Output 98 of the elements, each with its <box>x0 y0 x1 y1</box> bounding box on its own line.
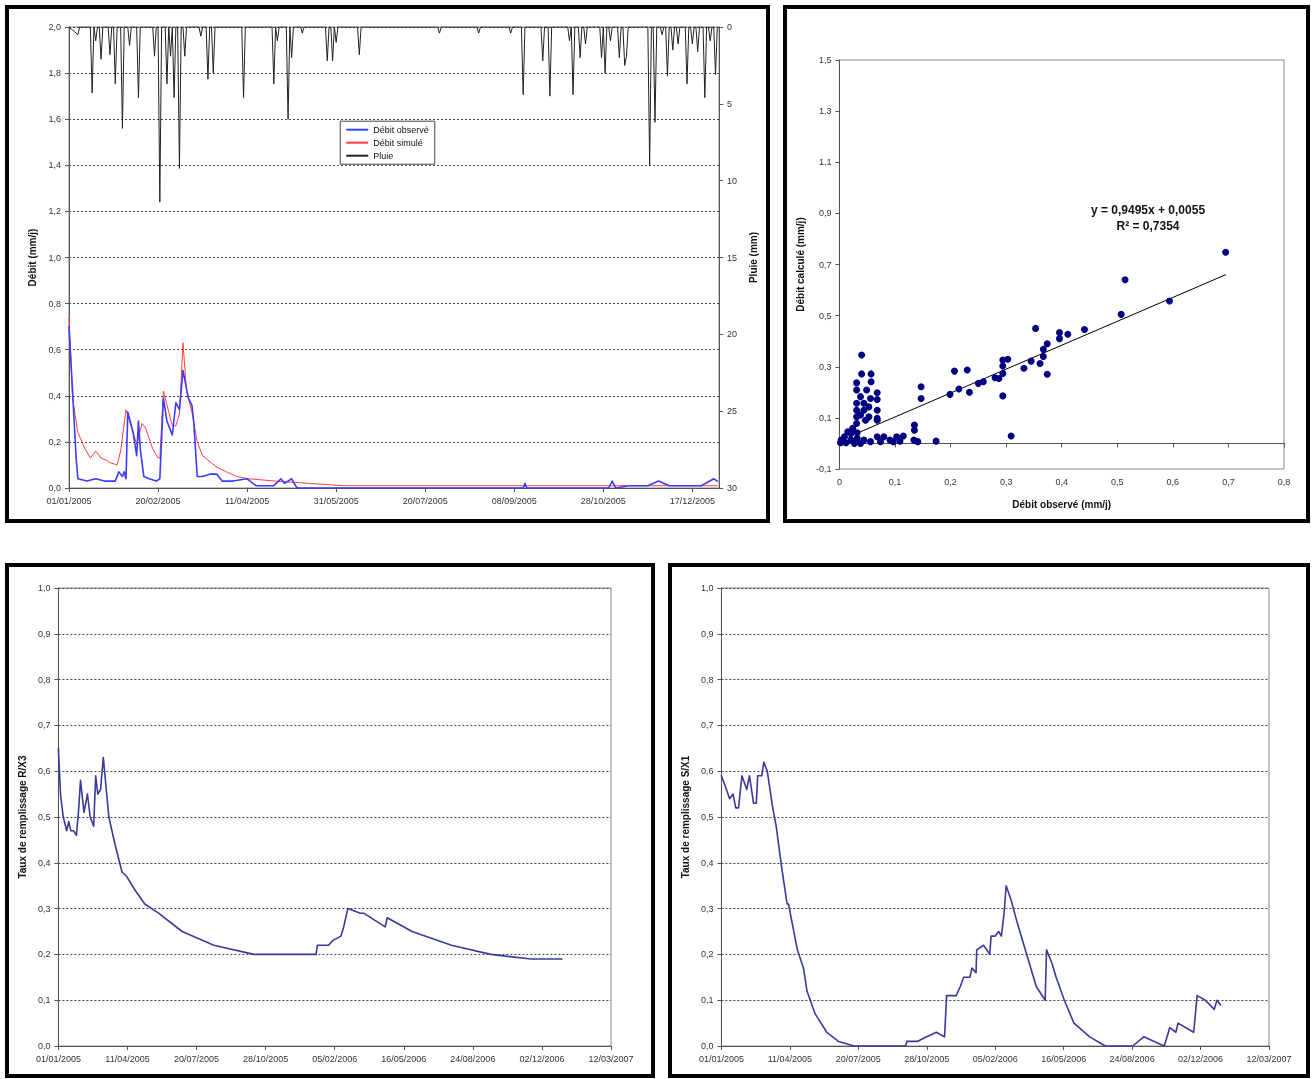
y-tick-label: 0,6 <box>48 344 61 355</box>
y-tick-label: 0,0 <box>700 1041 714 1051</box>
y-tick-label: 0,2 <box>700 949 714 960</box>
x-tick-label: 08/09/2005 <box>491 495 537 506</box>
x-tick-label: 01/01/2005 <box>698 1053 744 1064</box>
x-tick-label: 01/01/2005 <box>35 1053 81 1064</box>
y2-tick-label: 30 <box>727 483 738 493</box>
y-tick-label: 1,3 <box>818 106 832 117</box>
y-tick-label: 0,9 <box>37 628 51 639</box>
x-tick-label: 02/12/2006 <box>1178 1053 1224 1064</box>
x-tick-label: 01/01/2005 <box>46 495 92 506</box>
x-tick-label: 11/04/2005 <box>105 1053 150 1064</box>
y-tick-label: 0,7 <box>37 720 51 731</box>
y2-tick-label: 25 <box>727 406 738 417</box>
y-tick-label: 0,9 <box>818 208 832 219</box>
y-tick-label: 1,1 <box>818 157 832 168</box>
x-tick-label: 0,1 <box>888 476 902 487</box>
y-tick-label: 0,8 <box>37 674 51 685</box>
y-tick-label: 0,9 <box>700 628 714 639</box>
x-tick-label: 28/10/2005 <box>243 1053 289 1064</box>
x-tick-label: 0,2 <box>944 476 957 487</box>
y-tick-label: 0,5 <box>37 812 51 822</box>
y-axis-title: Taux de remplissage R/X3 <box>16 754 28 879</box>
x-tick-label: 02/12/2006 <box>519 1053 565 1064</box>
y-axis-title: Débit (mm/j) <box>27 228 39 287</box>
y-axis-title: Taux de remplissage S/X1 <box>679 755 691 879</box>
line-series <box>720 761 1222 1047</box>
y-tick-label: 0,0 <box>37 1041 51 1051</box>
y-tick-label: 1,0 <box>48 252 61 263</box>
y-tick-label: 0,2 <box>37 949 51 960</box>
y-tick-label: 0,4 <box>37 857 51 868</box>
y-tick-label: 1,0 <box>37 583 51 593</box>
x-axis-title: Débit observé (mm/j) <box>1012 498 1112 510</box>
y-tick-label: 1,0 <box>700 583 714 593</box>
legend-label: Pluie <box>373 150 394 161</box>
y-tick-label: 0,6 <box>37 766 51 777</box>
y-tick-label: 2,0 <box>48 22 61 32</box>
x-tick-label: 0,4 <box>1055 476 1068 487</box>
y2-tick-label: 20 <box>727 329 738 340</box>
y2-tick-label: 15 <box>727 252 738 263</box>
annotation: R² = 0,7354 <box>1116 219 1180 233</box>
y-tick-label: 0,8 <box>700 674 714 685</box>
y-tick-label: 1,4 <box>48 160 61 171</box>
y2-tick-label: 0 <box>727 22 733 32</box>
y-tick-label: 0,3 <box>37 903 51 914</box>
y-axis-title: Débit calculé (mm/j) <box>794 217 806 312</box>
x-tick-label: 16/05/2006 <box>1041 1053 1087 1064</box>
y-tick-label: 0,3 <box>700 903 714 914</box>
y2-tick-label: 10 <box>727 175 738 186</box>
y-tick-label: 0,2 <box>48 436 61 447</box>
y-tick-label: 0,5 <box>700 812 714 822</box>
legend-label: Débit simulé <box>373 137 423 148</box>
y-tick-label: 0,1 <box>700 995 714 1006</box>
y-tick-label: 0,0 <box>48 483 61 493</box>
y-tick-label: 1,6 <box>48 114 61 125</box>
x-tick-label: 0,3 <box>999 476 1013 487</box>
y-tick-label: 1,5 <box>818 55 832 65</box>
x-tick-label: 24/08/2006 <box>1109 1053 1155 1064</box>
x-tick-label: 0,5 <box>1111 476 1124 487</box>
line-series <box>57 747 563 960</box>
x-tick-label: 17/12/2005 <box>669 495 715 506</box>
x-tick-label: 12/03/2007 <box>1246 1053 1292 1064</box>
x-tick-label: 31/05/2005 <box>313 495 359 506</box>
y-tick-label: 0,4 <box>48 390 61 401</box>
line-series <box>68 26 718 203</box>
x-tick-label: 20/07/2005 <box>402 495 448 506</box>
y-tick-label: -0,1 <box>815 464 832 474</box>
x-tick-label: 20/07/2005 <box>174 1053 220 1064</box>
y-tick-label: 1,8 <box>48 68 61 79</box>
x-tick-label: 0,7 <box>1222 476 1235 487</box>
y-tick-label: 0,3 <box>818 361 832 372</box>
x-tick-label: 05/02/2006 <box>972 1053 1018 1064</box>
x-tick-label: 11/04/2005 <box>767 1053 813 1064</box>
x-tick-label: 0,8 <box>1277 476 1291 487</box>
x-tick-label: 05/02/2006 <box>312 1053 358 1064</box>
y-tick-label: 0,1 <box>37 995 51 1006</box>
y-tick-label: 0,6 <box>700 766 714 777</box>
x-tick-label: 11/04/2005 <box>224 495 270 506</box>
y2-tick-label: 5 <box>727 98 733 109</box>
x-tick-label: 20/07/2005 <box>835 1053 881 1064</box>
y-tick-label: 0,5 <box>818 310 832 321</box>
y-tick-label: 0,1 <box>818 412 832 423</box>
y-tick-label: 0,4 <box>700 857 714 868</box>
y-tick-label: 0,7 <box>700 720 714 731</box>
x-tick-label: 0,6 <box>1166 476 1180 487</box>
y-tick-label: 0,8 <box>48 298 61 309</box>
legend-label: Débit observé <box>373 124 429 135</box>
x-tick-label: 20/02/2005 <box>135 495 181 506</box>
x-tick-label: 28/10/2005 <box>904 1053 950 1064</box>
y2-axis-title: Pluie (mm) <box>747 231 759 284</box>
y-tick-label: 1,2 <box>48 206 61 217</box>
x-tick-label: 24/08/2006 <box>450 1053 496 1064</box>
annotation: y = 0,9495x + 0,0055 <box>1090 203 1206 217</box>
x-tick-label: 16/05/2006 <box>381 1053 427 1064</box>
x-tick-label: 0 <box>836 476 842 487</box>
x-tick-label: 28/10/2005 <box>580 495 626 506</box>
y-tick-label: 0,7 <box>818 259 832 270</box>
x-tick-label: 12/03/2007 <box>588 1053 634 1064</box>
